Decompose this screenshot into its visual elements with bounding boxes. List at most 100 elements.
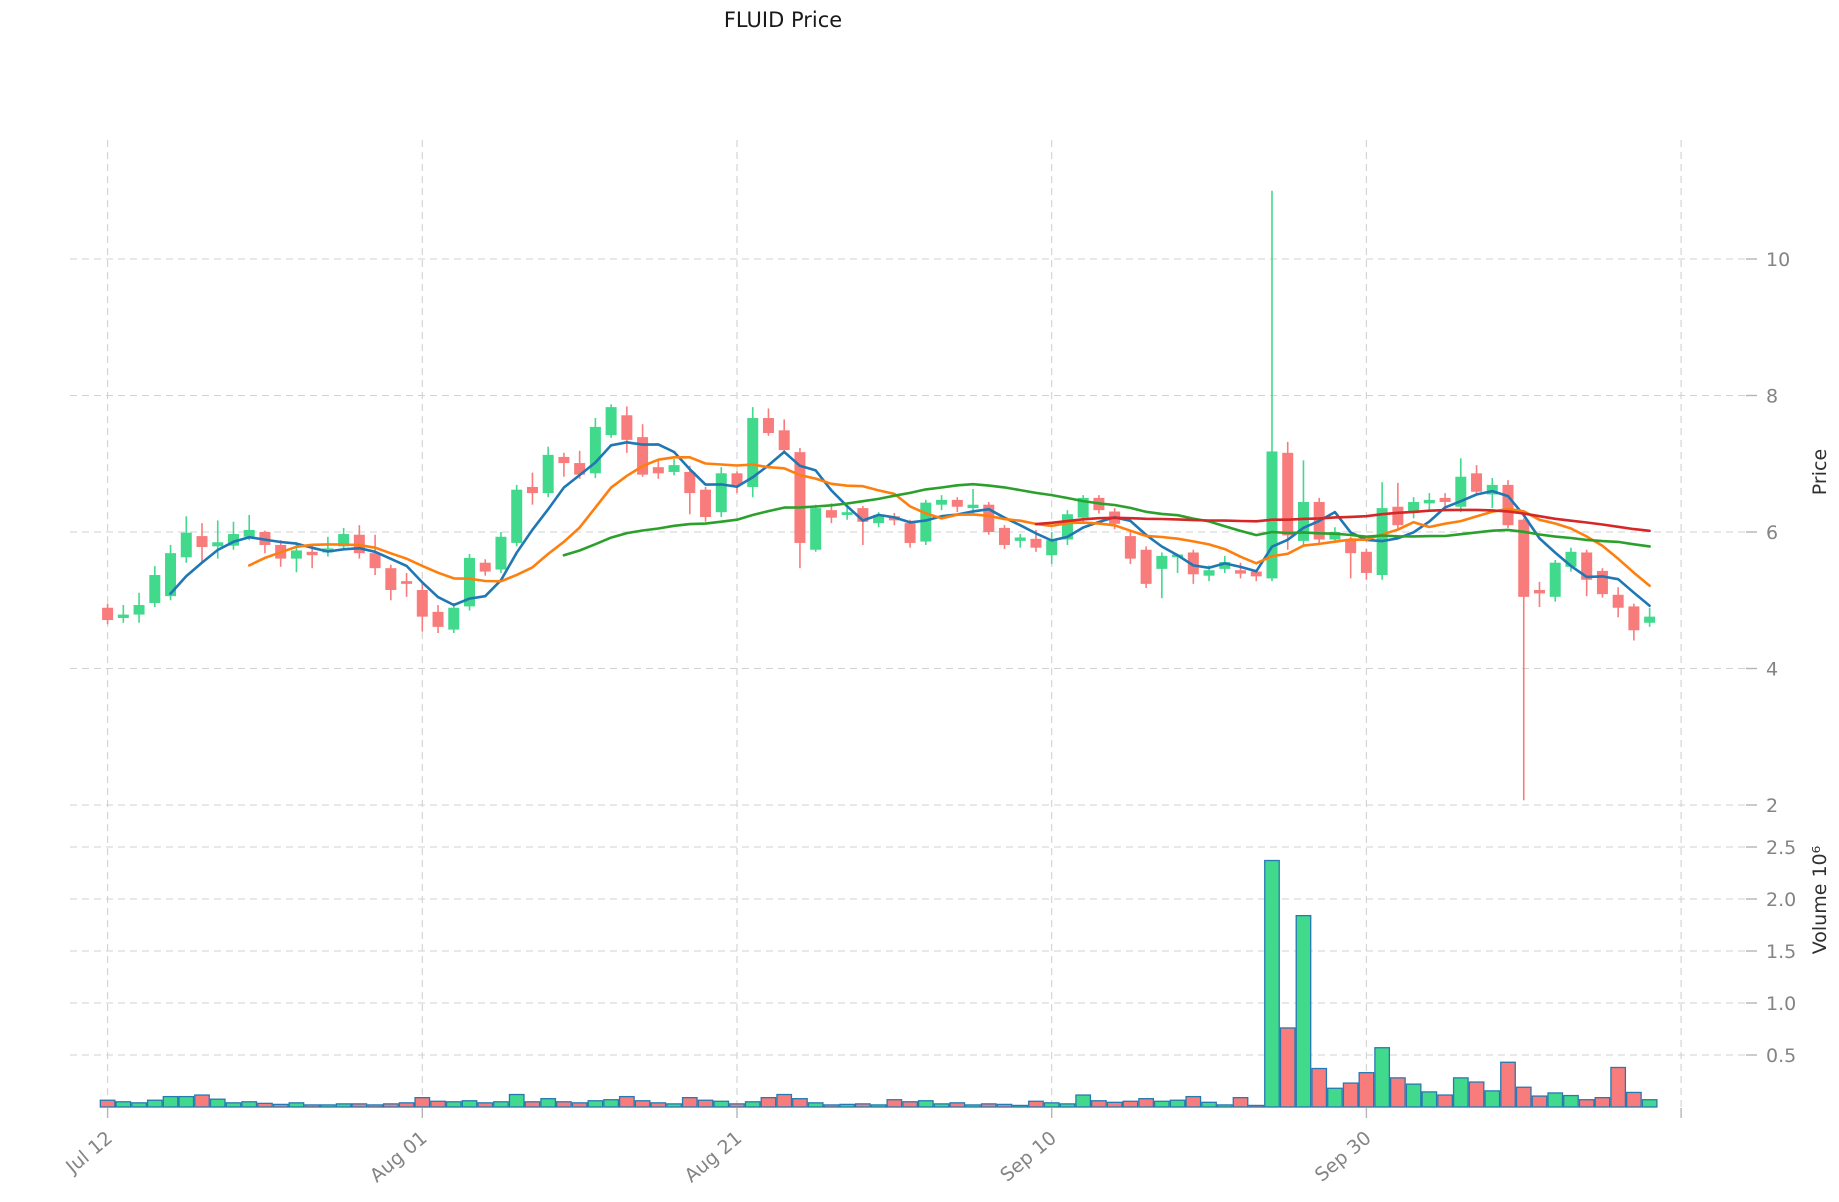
volume-tick-label: 2.0 xyxy=(1766,889,1796,911)
candle-body xyxy=(841,512,853,515)
volume-bar xyxy=(1075,1094,1092,1108)
volume-bar xyxy=(178,1095,195,1108)
candle-body xyxy=(1077,497,1089,518)
volume-bar xyxy=(618,1095,635,1108)
candle-body xyxy=(589,426,601,474)
x-tick-label: Jul 12 xyxy=(61,1127,117,1179)
candle-body xyxy=(243,529,255,537)
x-tick-label: Sep 10 xyxy=(996,1127,1061,1186)
volume-bar xyxy=(1452,1077,1469,1108)
volume-bar xyxy=(1484,1090,1501,1108)
x-tick-label: Sep 30 xyxy=(1311,1127,1376,1186)
volume-bar xyxy=(146,1099,163,1108)
volume-bar xyxy=(886,1099,903,1108)
volume-bar xyxy=(634,1100,651,1108)
candle-body xyxy=(1203,570,1215,576)
candle-body xyxy=(1345,540,1357,554)
candle-body xyxy=(967,504,979,509)
candle-body xyxy=(1235,570,1247,574)
volume-bar xyxy=(99,1099,116,1108)
chart-title: FLUID Price xyxy=(723,8,843,32)
candle-body xyxy=(1518,519,1530,597)
price-tick-label: 8 xyxy=(1766,386,1778,408)
volume-bar xyxy=(508,1093,525,1108)
candle-body xyxy=(338,534,350,547)
volume-bar xyxy=(1043,1102,1060,1108)
volume-tick-label: 0.5 xyxy=(1766,1045,1796,1067)
candle-body xyxy=(1644,616,1656,623)
volume-bar xyxy=(493,1101,509,1108)
candle-body xyxy=(668,465,680,472)
volume-tick-label: 1.5 xyxy=(1766,941,1796,963)
volume-bar xyxy=(807,1102,824,1108)
candle-body xyxy=(715,473,727,513)
volume-bar xyxy=(398,1102,415,1108)
candle-body xyxy=(227,534,239,546)
volume-bar xyxy=(1279,1027,1296,1108)
ma-30-line xyxy=(562,482,1651,557)
candle-body xyxy=(1329,532,1341,540)
volume-tick-label: 1.0 xyxy=(1766,993,1796,1015)
volume-bar xyxy=(1594,1096,1611,1108)
moving-averages-layer xyxy=(169,440,1651,608)
volume-bar xyxy=(461,1100,478,1108)
volume-bar xyxy=(902,1101,918,1108)
volume-bar xyxy=(1563,1094,1579,1108)
price-tick-label: 6 xyxy=(1766,522,1778,544)
volume-bar xyxy=(272,1103,289,1108)
candle-body xyxy=(1156,555,1168,569)
candle-body xyxy=(369,553,381,569)
candle-body xyxy=(448,607,460,630)
volume-bar xyxy=(367,1104,383,1108)
candle-body xyxy=(290,550,302,559)
candle-body xyxy=(133,605,145,615)
candle-body xyxy=(652,467,664,474)
candle-body xyxy=(998,527,1010,545)
candle-body xyxy=(983,504,995,532)
volume-bar xyxy=(414,1096,431,1108)
candle-body xyxy=(1565,551,1577,567)
volume-bar xyxy=(1547,1092,1564,1108)
volume-bar xyxy=(540,1098,557,1108)
volume-bar xyxy=(681,1096,698,1108)
candle-body xyxy=(479,562,491,572)
volume-bar xyxy=(1185,1095,1202,1108)
volume-bar xyxy=(697,1099,714,1108)
candle-body xyxy=(526,486,538,494)
candle-body xyxy=(1596,570,1608,595)
volume-bar xyxy=(839,1103,856,1108)
candle-body xyxy=(621,415,633,440)
candle-body xyxy=(1423,499,1435,504)
candle-body xyxy=(385,568,397,591)
candle-body xyxy=(1046,540,1058,556)
volume-bar xyxy=(1327,1087,1343,1108)
price-tick-label: 2 xyxy=(1766,795,1778,817)
candle-body xyxy=(904,523,916,543)
candle-body xyxy=(511,489,523,543)
candle-body xyxy=(117,614,129,618)
candle-body xyxy=(1471,473,1483,492)
ma-60-line xyxy=(1034,508,1651,533)
price-tick-label: 10 xyxy=(1766,249,1790,271)
ma-10-line xyxy=(247,455,1651,588)
candle-body xyxy=(1187,552,1199,575)
volume-bar xyxy=(335,1103,352,1108)
volume-bar xyxy=(319,1104,336,1108)
volume-bar xyxy=(713,1100,730,1108)
candle-body xyxy=(810,508,822,550)
volume-bar xyxy=(162,1095,179,1108)
candle-body xyxy=(1581,552,1593,580)
volume-bar xyxy=(225,1102,242,1108)
candle-body xyxy=(684,471,696,494)
candle-body xyxy=(542,454,554,494)
candle-body xyxy=(1533,590,1545,594)
volume-bar xyxy=(241,1101,258,1108)
volume-bar xyxy=(1610,1066,1627,1108)
volume-axis-label: Volume 10⁶ xyxy=(1809,846,1831,955)
candle-body xyxy=(857,508,869,522)
volume-bar xyxy=(556,1101,572,1108)
volume-bar xyxy=(477,1102,494,1108)
volume-bars-layer xyxy=(99,859,1658,1108)
volume-bar xyxy=(1169,1099,1186,1108)
